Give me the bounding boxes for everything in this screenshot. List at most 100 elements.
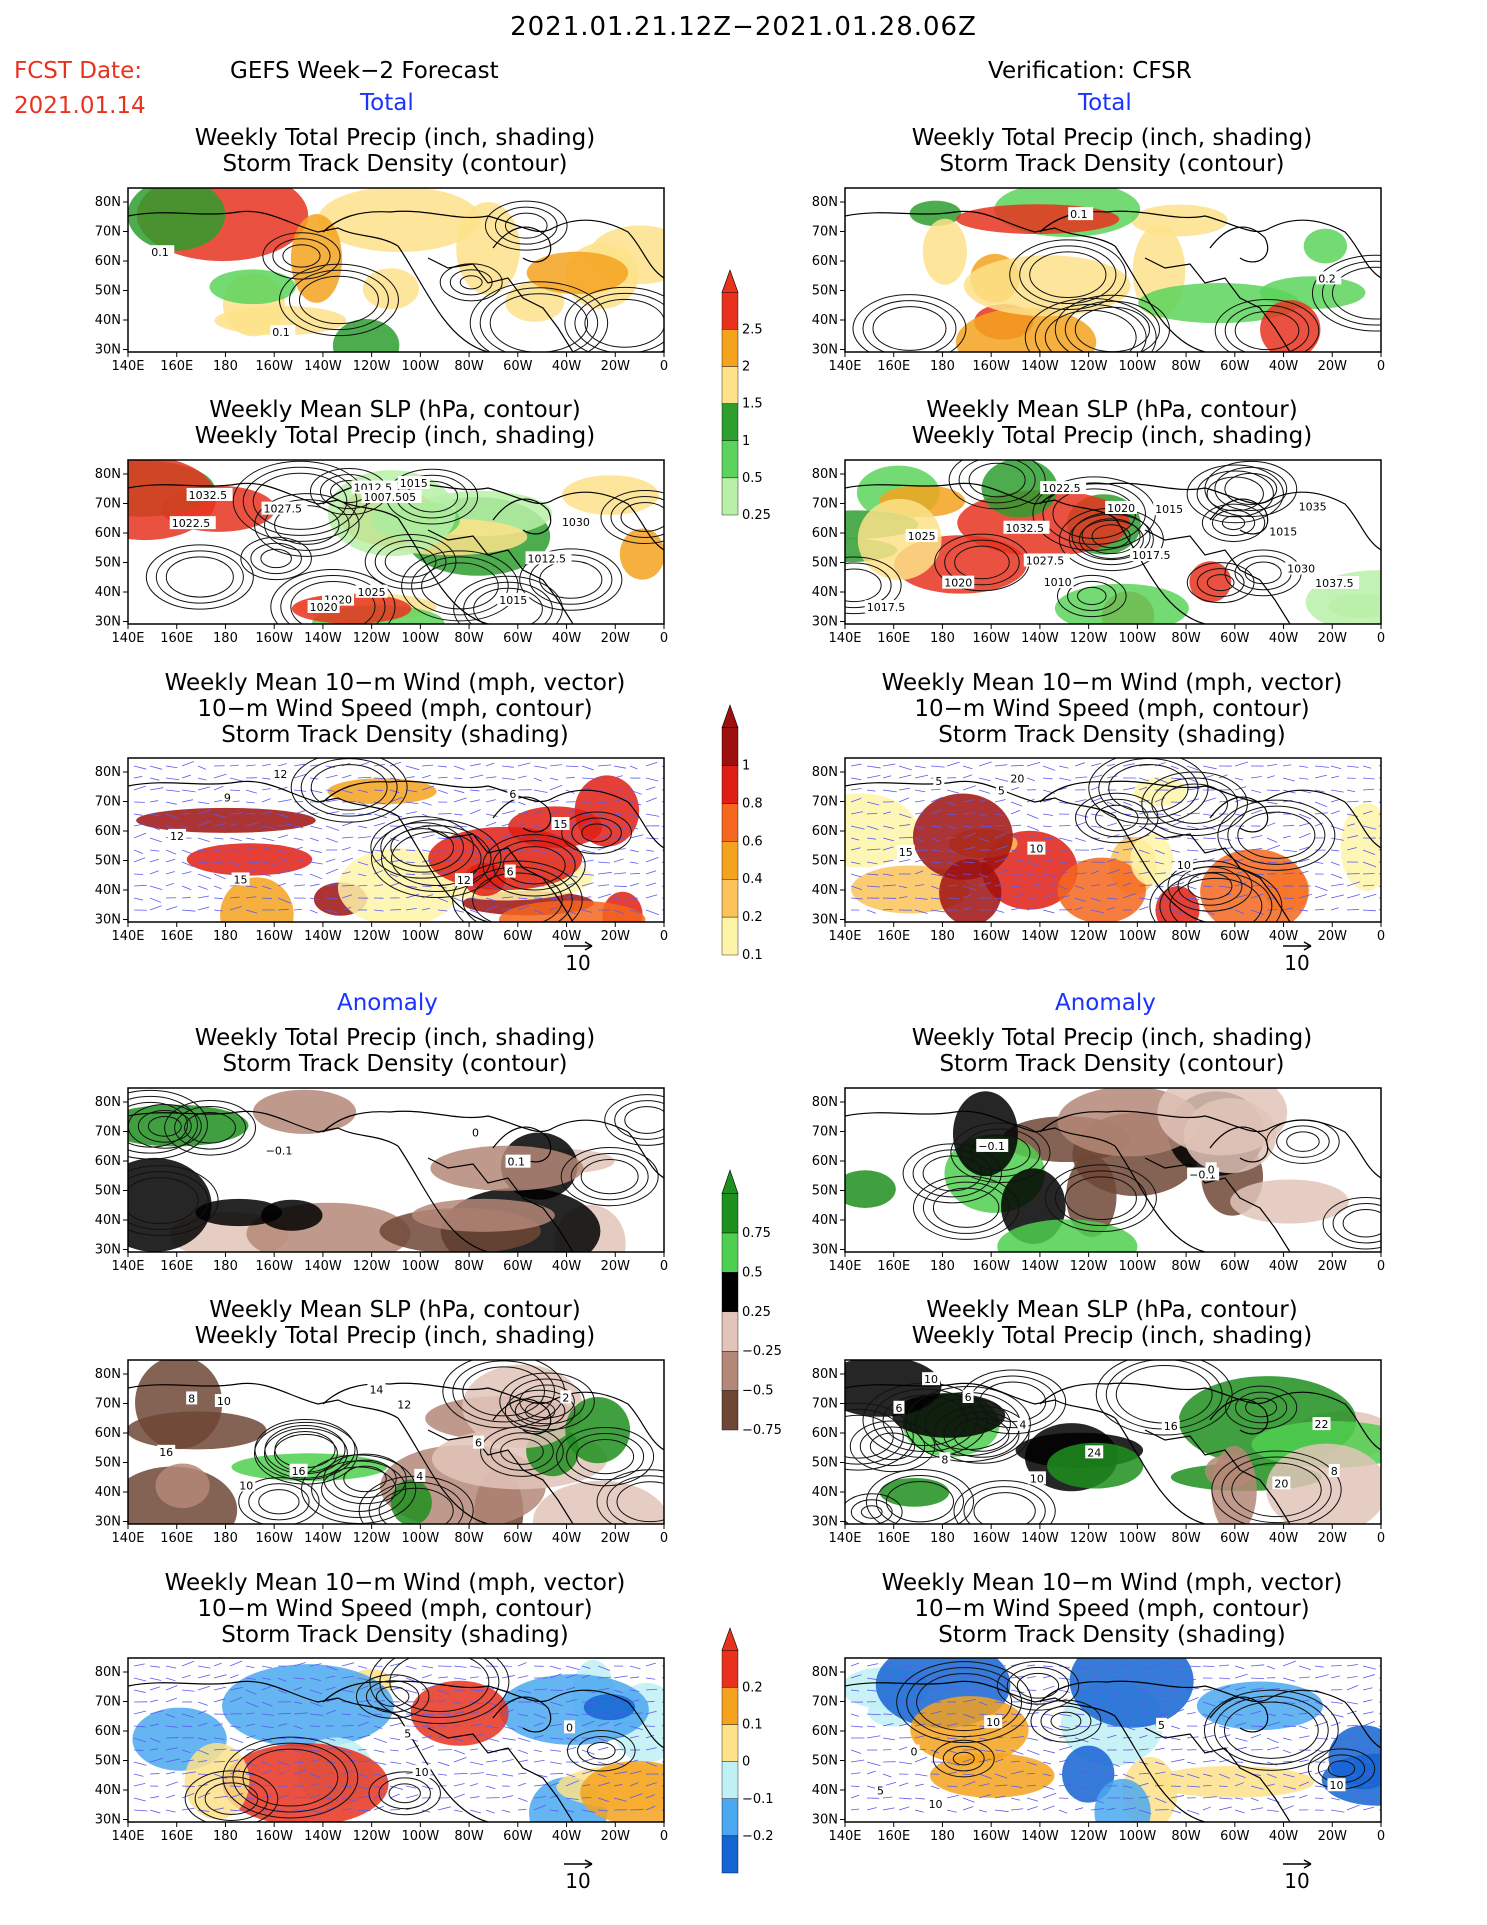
shading-region bbox=[290, 213, 343, 303]
lon-tick-label: 80W bbox=[1171, 1829, 1201, 1844]
lon-tick-label: 140E bbox=[828, 1259, 861, 1274]
lon-tick-label: 140W bbox=[304, 359, 342, 374]
lat-tick-label: 40N bbox=[812, 313, 838, 328]
lon-tick-label: 160E bbox=[877, 929, 910, 944]
right-anomaly-label: Anomaly bbox=[1055, 990, 1156, 1016]
panel-title-right-4-line-1: Weekly Total Precip (inch, shading) bbox=[911, 1025, 1313, 1051]
lon-tick-label: 20W bbox=[601, 631, 631, 646]
panel-title-right-1-line-2: Storm Track Density (contour) bbox=[939, 151, 1285, 177]
contour-label: 14 bbox=[369, 1383, 383, 1396]
contour-label: 5 bbox=[404, 1727, 411, 1740]
lon-tick-label: 40W bbox=[1269, 1829, 1299, 1844]
svg-text:10: 10 bbox=[565, 1869, 590, 1893]
panel-title-right-5-line-2: Weekly Total Precip (inch, shading) bbox=[911, 1323, 1313, 1349]
lon-tick-label: 120W bbox=[353, 1531, 391, 1546]
svg-text:0.5: 0.5 bbox=[742, 1265, 763, 1280]
svg-text:−0.75: −0.75 bbox=[742, 1423, 782, 1438]
lat-tick-label: 50N bbox=[812, 284, 838, 299]
lon-tick-label: 40W bbox=[1269, 929, 1299, 944]
lon-tick-label: 120W bbox=[1070, 929, 1108, 944]
contour-label: 1020 bbox=[310, 601, 338, 614]
contour-label: 1032.5 bbox=[189, 489, 228, 502]
contour-label: 22 bbox=[1315, 1418, 1329, 1431]
shading-region bbox=[1260, 300, 1321, 352]
vector-reference: 10 bbox=[1283, 941, 1312, 975]
lon-tick-label: 100W bbox=[402, 1531, 440, 1546]
lon-tick-label: 0 bbox=[1377, 1531, 1385, 1546]
lon-tick-label: 160W bbox=[255, 1259, 293, 1274]
lon-tick-label: 180 bbox=[930, 1829, 955, 1844]
lon-tick-label: 60W bbox=[503, 1259, 533, 1274]
contour-label: 9 bbox=[224, 792, 231, 805]
shading-region bbox=[1211, 1445, 1257, 1524]
contour-label: 15 bbox=[899, 846, 913, 859]
panel-title-right-3-line-2: 10−m Wind Speed (mph, contour) bbox=[914, 696, 1310, 722]
contour-label: 8 bbox=[1331, 1465, 1338, 1478]
lon-tick-label: 180 bbox=[213, 1829, 238, 1844]
contour-label: 1032.5 bbox=[1005, 522, 1043, 535]
lat-tick-label: 50N bbox=[95, 1456, 121, 1471]
lat-tick-label: 30N bbox=[95, 1243, 121, 1258]
svg-text:10: 10 bbox=[1284, 951, 1309, 975]
lon-tick-label: 140W bbox=[1021, 631, 1059, 646]
contour-label: 4 bbox=[416, 1470, 423, 1483]
contour-label: 10 bbox=[986, 1716, 1000, 1729]
shading-region bbox=[128, 188, 226, 251]
contour-label: 1007.505 bbox=[364, 491, 417, 504]
lon-tick-label: 180 bbox=[930, 359, 955, 374]
svg-text:−0.25: −0.25 bbox=[742, 1344, 782, 1359]
shading-region bbox=[430, 1145, 584, 1191]
contour-label: 15 bbox=[553, 818, 567, 831]
lon-tick-label: 180 bbox=[213, 359, 238, 374]
lat-tick-label: 30N bbox=[812, 1813, 838, 1828]
lon-tick-label: 0 bbox=[660, 1531, 668, 1546]
shading-region bbox=[252, 1089, 357, 1134]
lon-tick-label: 120W bbox=[353, 1259, 391, 1274]
lat-tick-label: 60N bbox=[812, 254, 838, 269]
contour-label: 6 bbox=[965, 1391, 972, 1404]
lat-tick-label: 30N bbox=[95, 1813, 121, 1828]
vector-reference: 10 bbox=[564, 1859, 593, 1893]
svg-text:0.2: 0.2 bbox=[742, 910, 763, 925]
shading-region bbox=[362, 268, 419, 310]
contour-label: 8 bbox=[941, 1453, 948, 1466]
lon-tick-label: 60W bbox=[503, 1531, 533, 1546]
lon-tick-label: 40W bbox=[1269, 359, 1299, 374]
lon-tick-label: 0 bbox=[1377, 631, 1385, 646]
lon-tick-label: 160E bbox=[160, 631, 193, 646]
contour-label: 12 bbox=[170, 830, 184, 843]
lon-tick-label: 40W bbox=[1269, 631, 1299, 646]
lat-tick-label: 30N bbox=[812, 1515, 838, 1530]
panel-title-left-6-line-2: 10−m Wind Speed (mph, contour) bbox=[197, 1596, 593, 1622]
contour-label: 6 bbox=[507, 866, 514, 879]
lat-tick-label: 50N bbox=[95, 556, 121, 571]
vector-reference: 10 bbox=[564, 941, 593, 975]
shading-region bbox=[1054, 583, 1189, 624]
lat-tick-label: 70N bbox=[95, 1695, 121, 1710]
svg-text:−0.1: −0.1 bbox=[742, 1792, 774, 1807]
lon-tick-label: 140E bbox=[828, 359, 861, 374]
contour-label: 1017.5 bbox=[1132, 549, 1171, 562]
lon-tick-label: 80W bbox=[454, 359, 484, 374]
contour-label: 1015 bbox=[1155, 503, 1183, 516]
lat-tick-label: 60N bbox=[812, 1426, 838, 1441]
lat-tick-label: 50N bbox=[812, 854, 838, 869]
lon-tick-label: 140W bbox=[1021, 359, 1059, 374]
lon-tick-label: 20W bbox=[601, 1259, 631, 1274]
lon-tick-label: 20W bbox=[601, 1829, 631, 1844]
panel-title-left-4-line-1: Weekly Total Precip (inch, shading) bbox=[194, 1025, 596, 1051]
shading-region bbox=[580, 1760, 664, 1822]
contour-label: 1010 bbox=[1044, 576, 1072, 589]
lat-tick-label: 40N bbox=[95, 1213, 121, 1228]
lon-tick-label: 100W bbox=[1119, 1259, 1157, 1274]
lon-tick-label: 100W bbox=[402, 929, 440, 944]
lon-tick-label: 100W bbox=[1119, 929, 1157, 944]
shading-region bbox=[1321, 1753, 1381, 1806]
lat-tick-label: 70N bbox=[95, 225, 121, 240]
lon-tick-label: 80W bbox=[1171, 631, 1201, 646]
panel-title-left-1-line-2: Storm Track Density (contour) bbox=[222, 151, 568, 177]
